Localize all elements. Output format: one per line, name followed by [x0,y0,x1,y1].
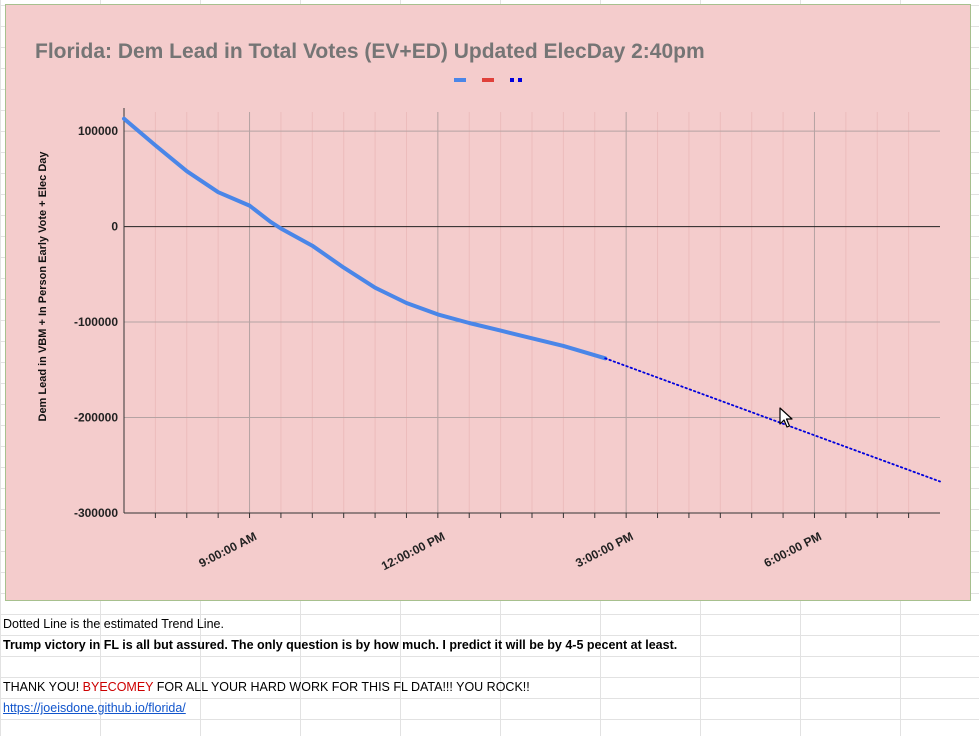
data-link[interactable]: https://joeisdone.github.io/florida/ [3,701,186,715]
series-line-0 [122,116,608,361]
note-trend-line: Dotted Line is the estimated Trend Line. [3,617,224,631]
note-prediction: Trump victory in FL is all but assured. … [3,638,678,652]
mouse-pointer-icon [779,407,793,428]
chart-container[interactable]: Florida: Dem Lead in Total Votes (EV+ED)… [5,4,971,601]
series-line-2 [604,357,941,483]
x-tick-label: 3:00:00 PM [573,529,635,570]
note-thanks: THANK YOU! BYECOMEY FOR ALL YOUR HARD WO… [3,680,530,694]
thanks-after: FOR ALL YOUR HARD WORK FOR THIS FL DATA!… [153,680,530,694]
y-axis-title: Dem Lead in VBM + In Person Early Vote +… [37,151,49,422]
y-tick-label: 100000 [78,124,118,138]
x-tick-label: 12:00:00 PM [379,529,447,573]
y-tick-label: -100000 [74,315,118,329]
x-tick-label: 9:00:00 AM [196,529,258,570]
chart-title: Florida: Dem Lead in Total Votes (EV+ED)… [35,40,705,63]
x-tick-label: 6:00:00 PM [762,529,824,570]
chart-svg: 100000 0 -100000 -200000 -300000 9:00:00 AM 12… [37,78,941,573]
thanks-before: THANK YOU! [3,680,83,694]
y-tick-label: -200000 [74,411,118,425]
y-tick-label: 0 [111,220,118,234]
y-tick-label: -300000 [74,506,118,520]
thanks-highlight: BYECOMEY [82,680,154,694]
